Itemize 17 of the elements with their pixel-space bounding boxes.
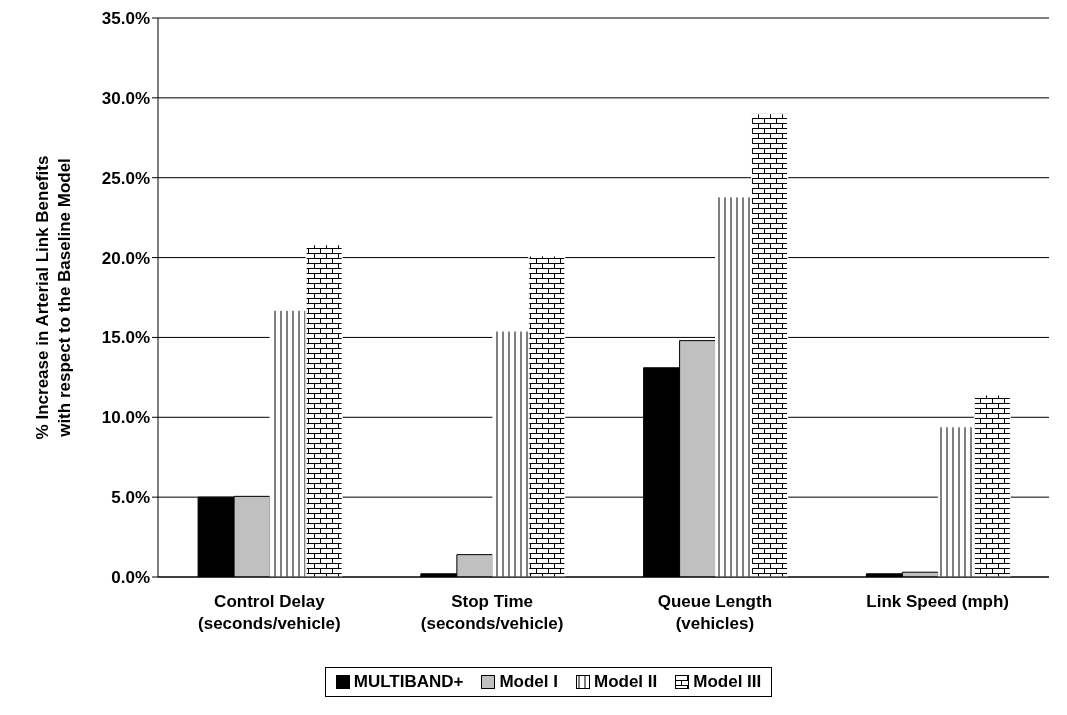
y-tick-label: 35.0% <box>101 9 150 29</box>
x-tick-label: Queue Length (vehicles) <box>657 592 773 633</box>
legend-label: Model I <box>498 672 558 692</box>
legend-label: Model II <box>593 672 658 692</box>
y-tick-label: 15.0% <box>101 328 150 348</box>
y-axis-title: % Increase in Arterial Link Benefits with respect to the Baseline Model <box>33 155 74 440</box>
legend-label: Model III <box>692 672 762 692</box>
x-tick-label: Stop Time (seconds/vehicle) <box>420 592 564 633</box>
y-tick-label: 20.0% <box>101 248 150 268</box>
legend-label: MULTIBAND+ <box>352 672 464 692</box>
y-tick-label: 0.0% <box>111 568 150 588</box>
y-tick-label: 30.0% <box>101 88 150 108</box>
y-tick-label: 5.0% <box>111 488 150 508</box>
y-tick-label: 25.0% <box>101 168 150 188</box>
x-tick-label: Link Speed (mph) <box>866 592 1009 611</box>
y-tick-label: 10.0% <box>101 408 150 428</box>
x-tick-label: Control Delay (seconds/vehicle) <box>198 592 341 633</box>
